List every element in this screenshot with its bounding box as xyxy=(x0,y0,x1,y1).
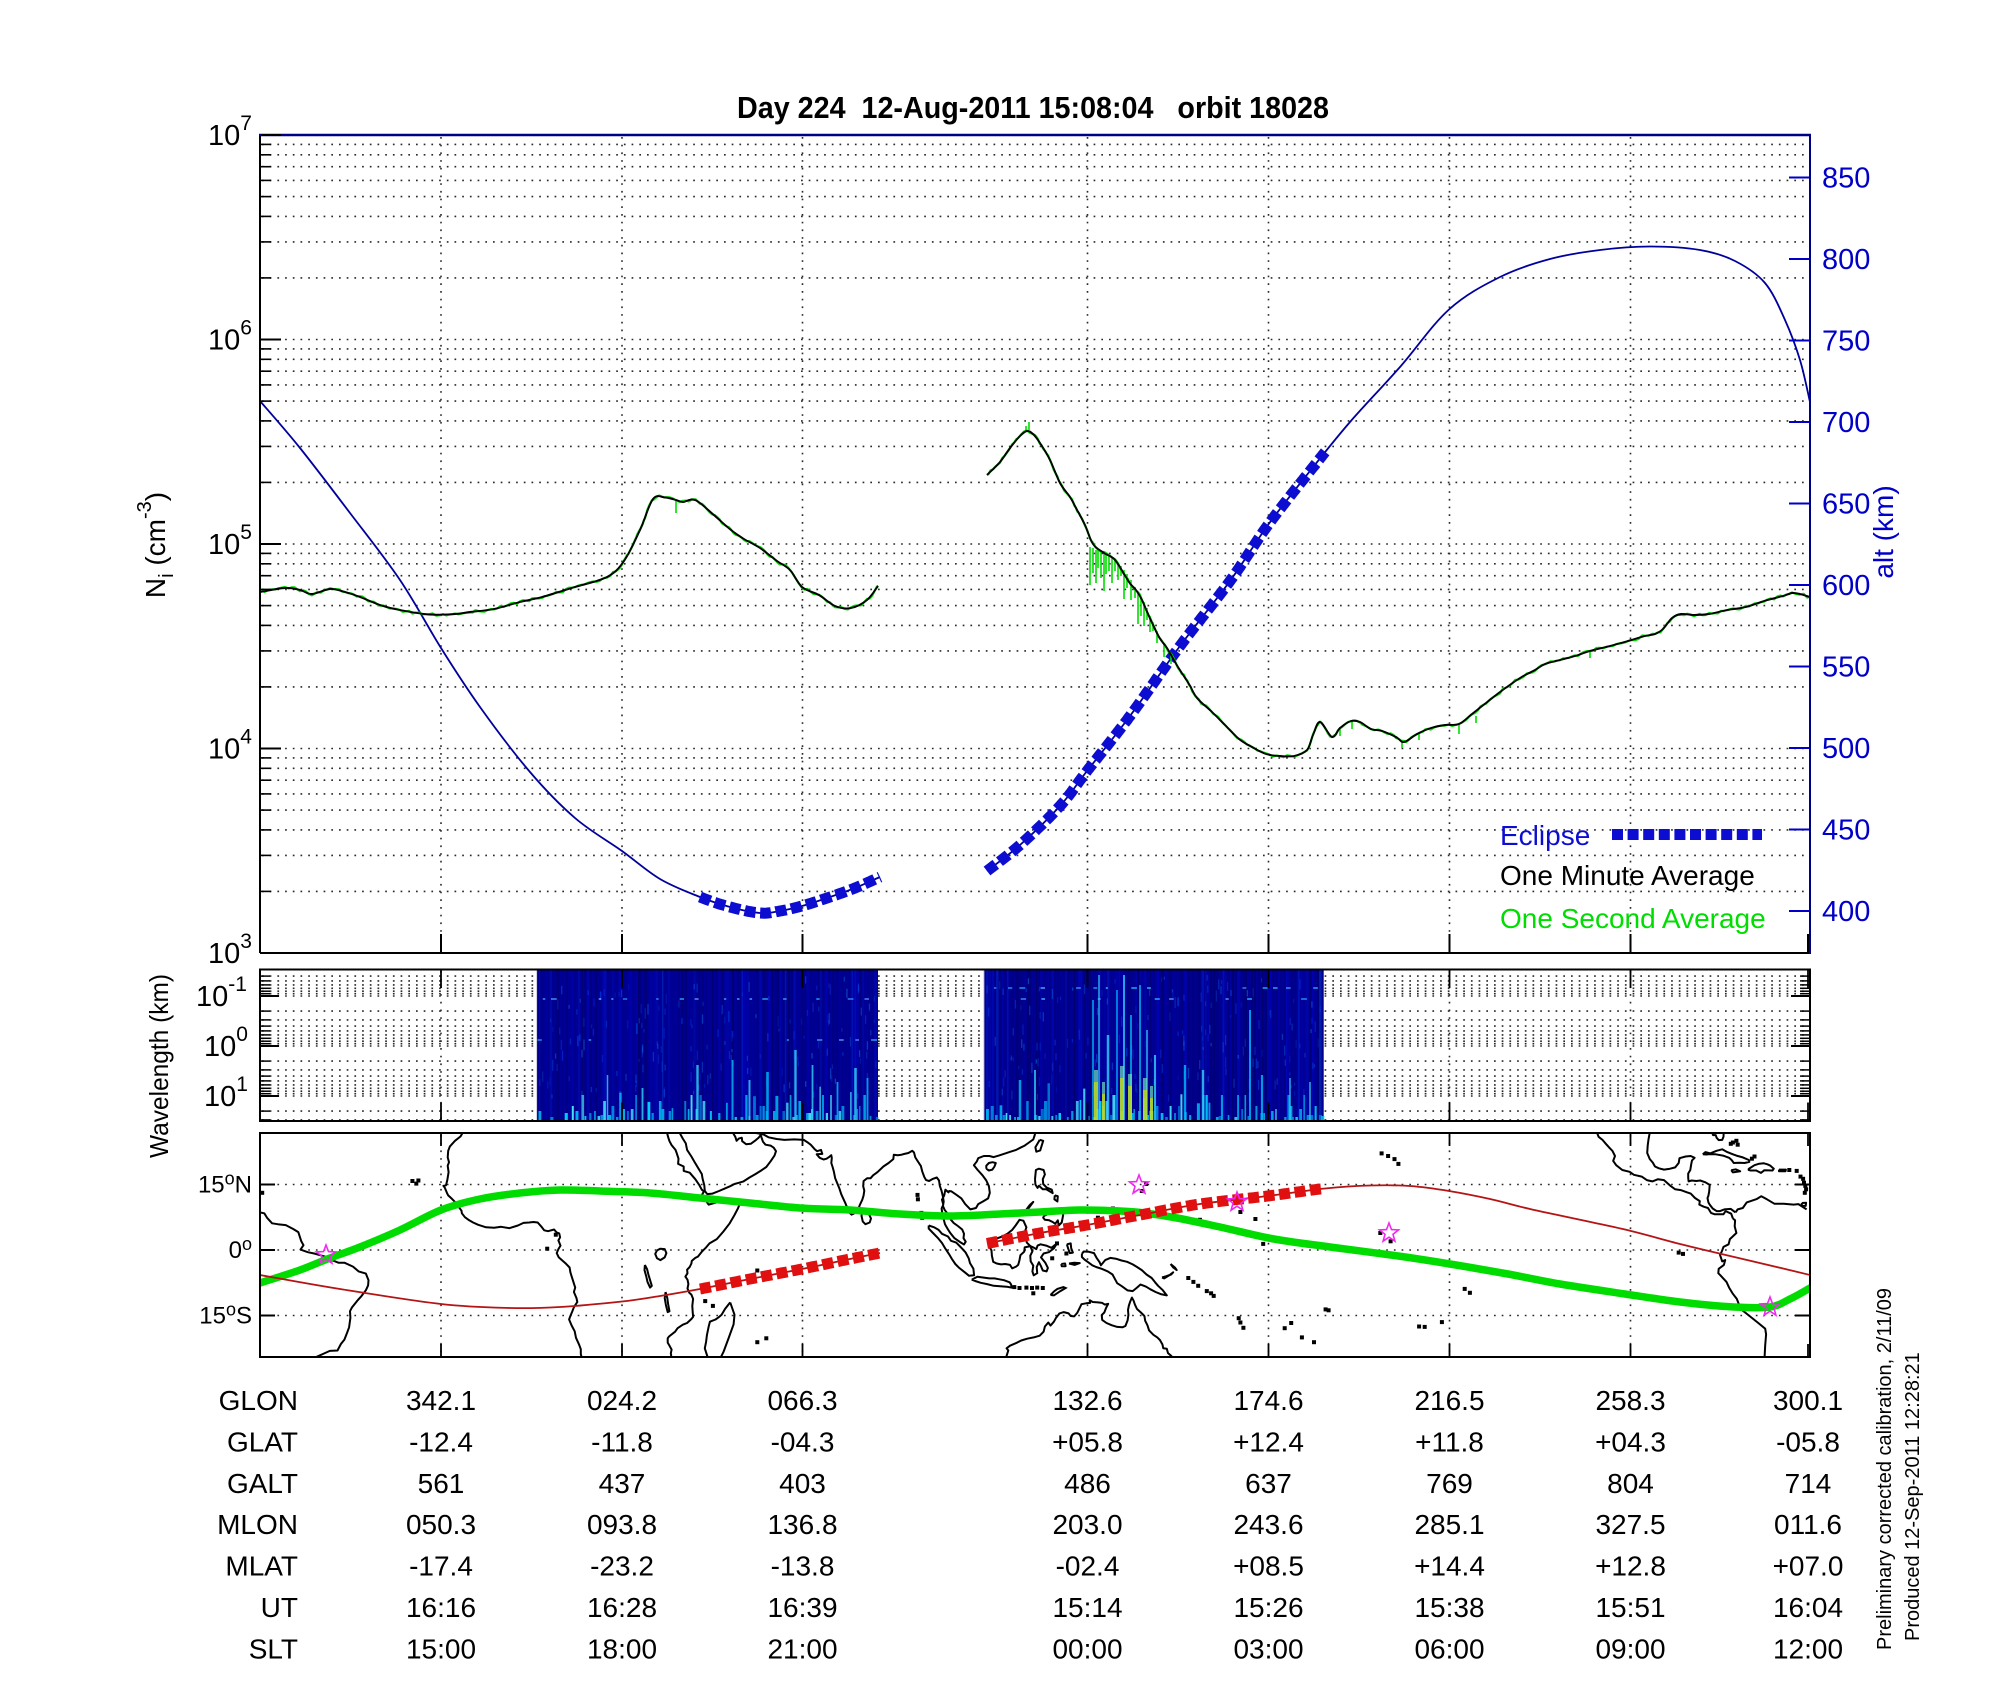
svg-text:Produced 12-Sep-2011 12:28:21: Produced 12-Sep-2011 12:28:21 xyxy=(1902,1352,1924,1641)
svg-text:136.8: 136.8 xyxy=(767,1509,837,1540)
svg-text:486: 486 xyxy=(1064,1468,1111,1499)
svg-text:12:00: 12:00 xyxy=(1773,1633,1843,1664)
svg-text:-05.8: -05.8 xyxy=(1776,1426,1840,1457)
svg-text:Day 224 12-Aug-2011 15:08:04: Day 224 12-Aug-2011 15:08:04 orbit 18028 xyxy=(737,90,1329,125)
svg-text:+11.8: +11.8 xyxy=(1415,1426,1484,1457)
svg-text:-23.2: -23.2 xyxy=(590,1551,654,1582)
svg-text:-12.4: -12.4 xyxy=(409,1426,473,1457)
svg-text:15:14: 15:14 xyxy=(1052,1592,1122,1623)
svg-text:093.8: 093.8 xyxy=(587,1509,657,1540)
svg-text:09:00: 09:00 xyxy=(1595,1633,1665,1664)
svg-text:+08.5: +08.5 xyxy=(1233,1551,1304,1582)
svg-text:203.0: 203.0 xyxy=(1052,1509,1122,1540)
svg-text:03:00: 03:00 xyxy=(1233,1633,1303,1664)
svg-text:15:26: 15:26 xyxy=(1233,1592,1303,1623)
svg-text:-02.4: -02.4 xyxy=(1056,1551,1120,1582)
svg-text:alt (km): alt (km) xyxy=(1868,485,1899,578)
svg-text:066.3: 066.3 xyxy=(767,1385,837,1416)
svg-text:Wavelength (km): Wavelength (km) xyxy=(144,974,174,1158)
svg-text:437: 437 xyxy=(599,1468,646,1499)
svg-text:714: 714 xyxy=(1785,1468,1832,1499)
svg-text:18:00: 18:00 xyxy=(587,1633,657,1664)
svg-text:+05.8: +05.8 xyxy=(1052,1426,1123,1457)
svg-text:132.6: 132.6 xyxy=(1052,1385,1122,1416)
svg-text:800: 800 xyxy=(1822,244,1870,276)
svg-text:+12.8: +12.8 xyxy=(1595,1551,1666,1582)
svg-text:One Second Average: One Second Average xyxy=(1500,903,1766,934)
svg-text:GLON: GLON xyxy=(219,1385,298,1416)
svg-text:024.2: 024.2 xyxy=(587,1385,657,1416)
svg-text:769: 769 xyxy=(1426,1468,1473,1499)
svg-text:15:00: 15:00 xyxy=(406,1633,476,1664)
svg-text:00:00: 00:00 xyxy=(1052,1633,1122,1664)
svg-text:Eclipse: Eclipse xyxy=(1500,820,1590,851)
svg-text:16:04: 16:04 xyxy=(1773,1592,1843,1623)
svg-text:327.5: 327.5 xyxy=(1595,1509,1665,1540)
svg-text:258.3: 258.3 xyxy=(1595,1385,1665,1416)
svg-text:804: 804 xyxy=(1607,1468,1654,1499)
svg-text:GLAT: GLAT xyxy=(227,1426,298,1457)
svg-text:-17.4: -17.4 xyxy=(409,1551,473,1582)
svg-text:216.5: 216.5 xyxy=(1414,1385,1484,1416)
svg-text:One Minute Average: One Minute Average xyxy=(1500,860,1755,891)
svg-text:+07.0: +07.0 xyxy=(1773,1551,1844,1582)
svg-text:16:28: 16:28 xyxy=(587,1592,657,1623)
svg-text:300.1: 300.1 xyxy=(1773,1385,1843,1416)
svg-text:+12.4: +12.4 xyxy=(1233,1426,1304,1457)
svg-text:243.6: 243.6 xyxy=(1233,1509,1303,1540)
svg-text:MLAT: MLAT xyxy=(225,1551,298,1582)
svg-text:SLT: SLT xyxy=(249,1633,298,1664)
svg-text:011.6: 011.6 xyxy=(1774,1509,1842,1540)
svg-text:342.1: 342.1 xyxy=(406,1385,476,1416)
svg-text:500: 500 xyxy=(1822,733,1870,765)
svg-text:21:00: 21:00 xyxy=(767,1633,837,1664)
svg-text:637: 637 xyxy=(1245,1468,1292,1499)
svg-text:285.1: 285.1 xyxy=(1414,1509,1484,1540)
svg-text:400: 400 xyxy=(1822,896,1870,928)
svg-text:174.6: 174.6 xyxy=(1233,1385,1303,1416)
svg-text:15:38: 15:38 xyxy=(1414,1592,1484,1623)
svg-text:750: 750 xyxy=(1822,326,1870,358)
svg-text:700: 700 xyxy=(1822,407,1870,439)
svg-text:561: 561 xyxy=(418,1468,465,1499)
svg-text:15:51: 15:51 xyxy=(1595,1592,1665,1623)
svg-text:850: 850 xyxy=(1822,163,1870,195)
svg-text:-04.3: -04.3 xyxy=(771,1426,835,1457)
svg-text:600: 600 xyxy=(1822,570,1870,602)
svg-text:15oS: 15oS xyxy=(199,1300,252,1330)
svg-text:+04.3: +04.3 xyxy=(1595,1426,1666,1457)
svg-text:450: 450 xyxy=(1822,815,1870,847)
svg-text:-13.8: -13.8 xyxy=(771,1551,835,1582)
svg-text:403: 403 xyxy=(779,1468,826,1499)
svg-text:16:16: 16:16 xyxy=(406,1592,476,1623)
svg-text:MLON: MLON xyxy=(217,1509,298,1540)
svg-text:550: 550 xyxy=(1822,652,1870,684)
svg-text:050.3: 050.3 xyxy=(406,1509,476,1540)
svg-text:-11.8: -11.8 xyxy=(591,1426,653,1457)
svg-text:UT: UT xyxy=(261,1592,298,1623)
svg-text:Preliminary corrected calibrat: Preliminary corrected calibration, 2/11/… xyxy=(1874,1288,1896,1650)
svg-text:06:00: 06:00 xyxy=(1414,1633,1484,1664)
svg-text:650: 650 xyxy=(1822,489,1870,521)
svg-text:GALT: GALT xyxy=(227,1468,298,1499)
svg-text:+14.4: +14.4 xyxy=(1414,1551,1485,1582)
svg-text:16:39: 16:39 xyxy=(767,1592,837,1623)
